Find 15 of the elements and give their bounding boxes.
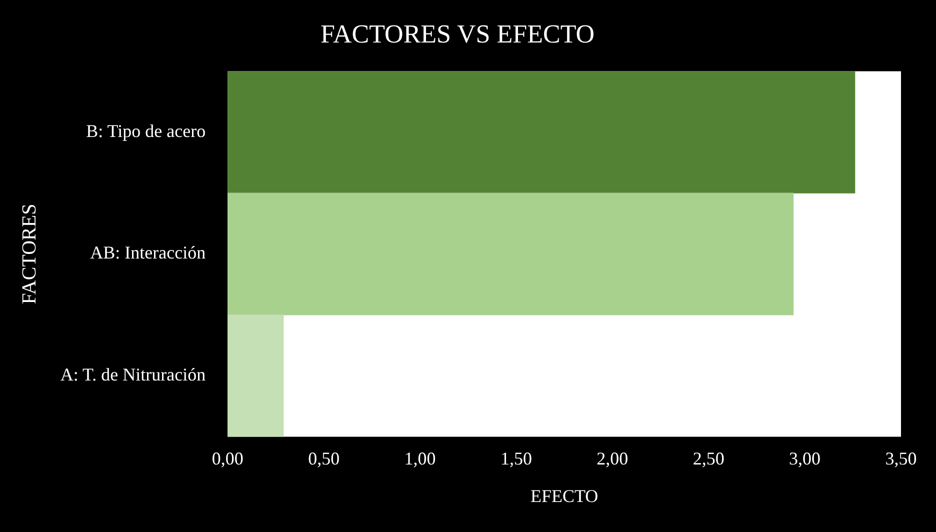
x-tick-label: 3,00 (789, 448, 821, 468)
x-axis-title: EFECTO (530, 486, 598, 506)
x-tick-label: 0,00 (212, 448, 244, 468)
x-tick-label: 2,00 (596, 448, 628, 468)
x-tick-label: 2,50 (692, 448, 724, 468)
x-tick-label: 1,00 (404, 448, 436, 468)
x-tick-label: 0,50 (308, 448, 340, 468)
x-tick-label: 3,50 (885, 448, 917, 468)
chart-title: FACTORES VS EFECTO (320, 19, 595, 48)
y-axis-title: FACTORES (18, 204, 40, 304)
y-tick-label: AB: Interacción (90, 242, 206, 263)
x-tick-label: 1,50 (500, 448, 532, 468)
y-tick-label: B: Tipo de acero (86, 120, 206, 141)
bar (228, 314, 284, 437)
y-tick-label: A: T. de Nitruración (60, 364, 206, 385)
